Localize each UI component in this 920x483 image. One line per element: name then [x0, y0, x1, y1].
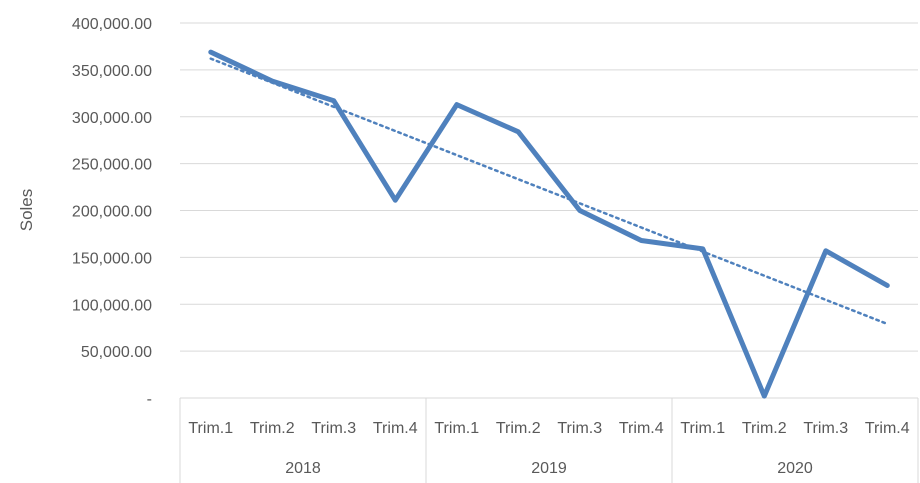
trendline: [209, 57, 889, 326]
data-point: [393, 198, 397, 202]
data-point: [455, 103, 459, 107]
data-point: [578, 209, 582, 212]
data-point: [701, 247, 705, 251]
x-tick-label: Trim.1: [188, 420, 233, 437]
y-tick-label: 50,000.00: [81, 344, 152, 361]
series-layer: [208, 49, 890, 399]
x-tick-label: Trim.4: [619, 420, 664, 437]
x-tick-label: Trim.3: [557, 420, 602, 437]
data-point: [516, 130, 520, 134]
series-line: [208, 49, 890, 399]
x-axis: Trim.1 Trim.2 Trim.3 Trim.4 Trim.1 Trim.2 Trim…: [179, 397, 919, 483]
x-tick-label: Trim.2: [496, 420, 541, 437]
y-tick-label: 250,000.00: [72, 157, 152, 174]
x-tick-label: Trim.3: [803, 420, 848, 437]
data-point: [332, 99, 336, 103]
y-tick-label: 400,000.00: [72, 16, 152, 33]
y-axis-label: Soles: [17, 189, 36, 232]
y-axis-tick-labels: - 50,000.00 100,000.00 150,000.00 200,000.00…: [72, 16, 152, 408]
x-tick-label: Trim.1: [434, 420, 479, 437]
x-group-label: 2020: [777, 460, 813, 477]
y-tick-label: 200,000.00: [72, 204, 152, 221]
data-point: [270, 79, 274, 83]
y-tick-label: 350,000.00: [72, 63, 152, 80]
data-point: [885, 284, 889, 287]
y-tick-label: 100,000.00: [72, 297, 152, 314]
trendline-line: [209, 57, 889, 326]
y-tick-label: -: [147, 391, 152, 408]
y-tick-label: 150,000.00: [72, 250, 152, 267]
x-tick-label: Trim.4: [373, 420, 418, 437]
x-group-label: 2018: [285, 460, 321, 477]
x-tick-label: Trim.4: [865, 420, 910, 437]
data-point: [209, 50, 213, 54]
data-point: [762, 394, 766, 398]
x-tick-label: Trim.2: [742, 420, 787, 437]
data-point: [639, 239, 643, 242]
x-tick-label: Trim.1: [680, 420, 725, 437]
x-group-label: 2019: [531, 460, 567, 477]
data-point: [824, 249, 828, 253]
x-tick-label: Trim.3: [311, 420, 356, 437]
gridlines: [180, 22, 918, 352]
y-tick-label: 300,000.00: [72, 110, 152, 127]
x-tick-label: Trim.2: [250, 420, 295, 437]
